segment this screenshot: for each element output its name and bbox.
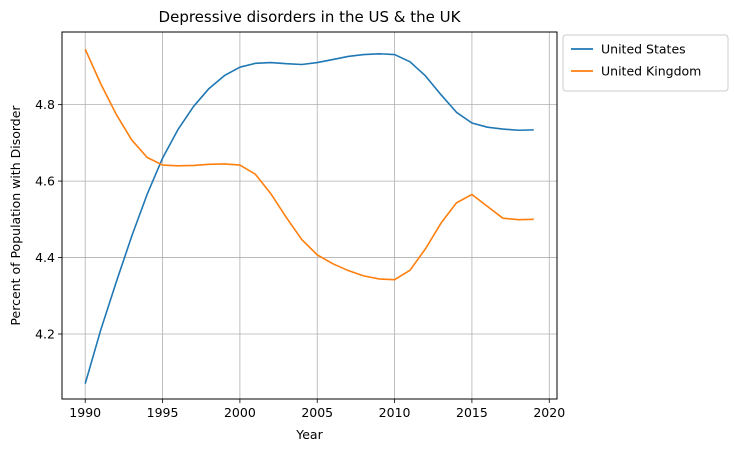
plot-frame (61, 31, 558, 400)
y-tick-label: 4.2 (35, 327, 55, 342)
x-tick-label: 2005 (301, 405, 333, 420)
legend-label-united-states: United States (601, 42, 686, 57)
legend: United States United Kingdom (562, 34, 729, 92)
x-tick-label: 2010 (379, 405, 411, 420)
legend-label-united-kingdom: United Kingdom (601, 64, 701, 79)
axis-ticks: 1990 1995 2000 2005 2010 2015 2020 4.2 4.4 4.6 4.8 (35, 97, 565, 420)
x-tick-label: 2020 (533, 405, 565, 420)
x-tick-label: 2015 (456, 405, 488, 420)
x-tick-label: 1990 (69, 405, 101, 420)
x-tick-label: 1995 (147, 405, 179, 420)
grid (62, 32, 557, 399)
legend-box (562, 34, 729, 92)
x-axis-title: Year (295, 427, 323, 442)
y-axis-title: Percent of Population with Disorder (8, 105, 23, 326)
series-lines (84, 48, 534, 384)
series-line-united-kingdom (84, 48, 534, 281)
y-tick-label: 4.6 (35, 174, 55, 189)
x-tick-label: 2000 (224, 405, 256, 420)
y-tick-label: 4.8 (35, 97, 55, 112)
y-tick-label: 4.4 (35, 250, 55, 265)
chart-title: Depressive disorders in the US & the UK (159, 8, 462, 26)
